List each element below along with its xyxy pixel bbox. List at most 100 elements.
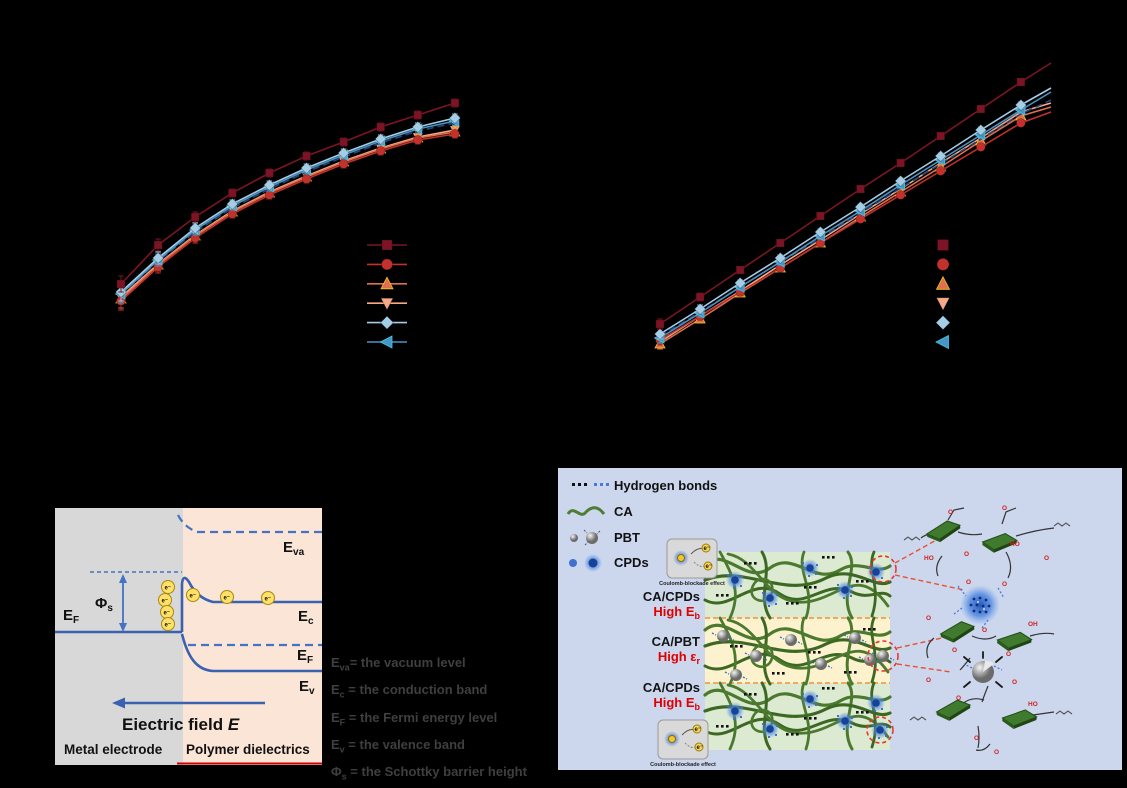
vacuum-level-bend bbox=[177, 514, 198, 534]
layer2-prop: High εr bbox=[658, 649, 701, 666]
highlight-circles bbox=[866, 555, 899, 744]
svg-text:e⁻: e⁻ bbox=[704, 546, 711, 552]
legend-line-ev: Ev = the valence band bbox=[331, 736, 465, 755]
legend-line-ef: EF = the Fermi energy level bbox=[331, 709, 498, 728]
data-point-diamond bbox=[189, 221, 202, 235]
data-point-diamond bbox=[411, 120, 424, 134]
label-ec: Ec bbox=[298, 608, 314, 627]
coulomb-blockade-label-top: Coulomb-blockade effect bbox=[659, 581, 725, 587]
chart-a-conduction bbox=[114, 98, 461, 349]
svg-text:O: O bbox=[966, 579, 971, 586]
phi-arrowhead-down bbox=[119, 623, 127, 632]
data-point-circle bbox=[1016, 118, 1026, 128]
data-point-circle bbox=[895, 190, 906, 200]
data-point-square bbox=[775, 238, 785, 248]
series-line bbox=[120, 129, 456, 298]
hydrogen-bond-label: Hydrogen bonds bbox=[614, 478, 717, 493]
field-label: Eiectric field E bbox=[122, 715, 240, 734]
data-point-diamond bbox=[152, 251, 165, 265]
field-arrowhead bbox=[112, 697, 125, 709]
chart-b-loglinear bbox=[653, 62, 1052, 350]
electron: e⁻ bbox=[161, 617, 175, 631]
layer3-name: CA/CPDs bbox=[643, 680, 700, 695]
data-point-square bbox=[937, 239, 949, 251]
data-point-circle bbox=[975, 142, 986, 152]
label-ef-metal: EF bbox=[63, 607, 79, 626]
electron: e⁻ bbox=[160, 605, 174, 619]
data-point-diamond bbox=[935, 315, 951, 331]
polymer-region bbox=[183, 508, 322, 765]
data-point-square bbox=[190, 212, 200, 222]
valence-band bbox=[180, 633, 322, 673]
highlight-circle-bottom bbox=[866, 716, 894, 744]
data-point-diamond bbox=[774, 251, 787, 265]
svg-text:O: O bbox=[1044, 555, 1049, 562]
data-point-square bbox=[856, 184, 865, 194]
data-point-square bbox=[816, 211, 825, 221]
series-line bbox=[120, 102, 456, 285]
phi-arrowhead-up bbox=[119, 574, 127, 583]
series-line bbox=[120, 131, 456, 300]
data-point-square bbox=[116, 279, 126, 289]
svg-text:O: O bbox=[974, 735, 979, 742]
data-point-diamond bbox=[934, 149, 947, 163]
cpd-zoom-sphere bbox=[960, 585, 1000, 625]
electron: e⁻ bbox=[158, 593, 172, 607]
data-point-square bbox=[302, 151, 311, 161]
svg-text:e⁻: e⁻ bbox=[224, 596, 231, 602]
svg-text:O: O bbox=[1006, 651, 1011, 658]
svg-text:O: O bbox=[952, 647, 957, 654]
data-point-circle bbox=[936, 257, 950, 271]
composite-schematic-panel: Hydrogen bonds CA PBT CPDs bbox=[558, 468, 1122, 770]
svg-text:e⁻: e⁻ bbox=[165, 586, 172, 592]
svg-text:O: O bbox=[926, 677, 931, 684]
pbt-label: PBT bbox=[614, 530, 640, 545]
hbond-dotted bbox=[953, 585, 1005, 671]
svg-text:HO: HO bbox=[1028, 701, 1038, 708]
data-point-triangle-up bbox=[380, 276, 394, 290]
data-point-diamond bbox=[374, 132, 387, 146]
data-point-diamond bbox=[814, 225, 827, 239]
data-point-diamond bbox=[974, 123, 987, 137]
coulomb-blockade-inset-top: e⁻ e⁻ bbox=[666, 538, 718, 579]
data-point-square bbox=[735, 265, 745, 275]
data-point-square bbox=[655, 319, 665, 329]
composite-schematic: Hydrogen bonds CA PBT CPDs bbox=[566, 478, 1073, 768]
cpds-icon bbox=[569, 554, 602, 572]
svg-text:e⁻: e⁻ bbox=[162, 599, 169, 605]
layer3-prop: High Eb bbox=[653, 695, 700, 712]
svg-text:O: O bbox=[982, 627, 987, 634]
charts-layer bbox=[114, 62, 1052, 350]
data-point-diamond bbox=[894, 174, 907, 188]
cpds-label: CPDs bbox=[614, 555, 649, 570]
figure-root: Eva Φs EF Ec e⁻ e⁻ e⁻ e⁻ e⁻ e⁻ e⁻ bbox=[55, 62, 1122, 782]
svg-text:O: O bbox=[956, 695, 961, 702]
series-line bbox=[120, 122, 456, 296]
data-point-square bbox=[896, 158, 905, 168]
data-point-circle bbox=[449, 129, 460, 139]
series-line bbox=[659, 62, 1052, 325]
band-diagram-legend: Eva= the vacuum level Ec = the conductio… bbox=[331, 652, 561, 788]
electron-group: e⁻ e⁻ e⁻ e⁻ e⁻ e⁻ e⁻ bbox=[158, 580, 275, 631]
data-point-square bbox=[936, 131, 946, 141]
svg-text:O: O bbox=[1002, 505, 1007, 512]
series-line bbox=[120, 120, 456, 295]
data-point-triangle-down bbox=[380, 297, 394, 311]
data-point-diamond bbox=[448, 111, 461, 125]
highlight-circle-middle bbox=[867, 640, 899, 672]
ca-label: CA bbox=[614, 504, 633, 519]
svg-text:OH: OH bbox=[1028, 621, 1038, 628]
legend-line-ec: Ec = the conduction band bbox=[331, 682, 488, 700]
electron: e⁻ bbox=[161, 580, 175, 594]
data-point-circle bbox=[935, 166, 946, 176]
data-point-square bbox=[153, 240, 163, 250]
data-point-square bbox=[227, 188, 237, 198]
coulomb-blockade-inset-bottom: e⁻ e⁻ bbox=[657, 719, 709, 760]
legend-line-phi: Φs = the Schottky barrier height bbox=[331, 764, 527, 782]
data-point-diamond bbox=[653, 327, 667, 341]
series-line bbox=[659, 87, 1052, 335]
series-line bbox=[659, 91, 1052, 339]
svg-text:e⁻: e⁻ bbox=[697, 745, 704, 751]
data-point-diamond bbox=[1014, 98, 1027, 112]
